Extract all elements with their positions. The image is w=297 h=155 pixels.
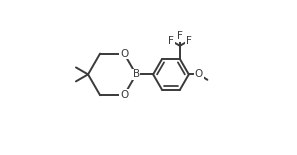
Text: F: F [168, 36, 174, 46]
Text: B: B [132, 69, 140, 79]
Text: O: O [120, 90, 128, 100]
Text: F: F [177, 31, 183, 41]
Text: F: F [186, 36, 192, 46]
Text: O: O [120, 49, 128, 59]
Text: O: O [195, 69, 203, 79]
